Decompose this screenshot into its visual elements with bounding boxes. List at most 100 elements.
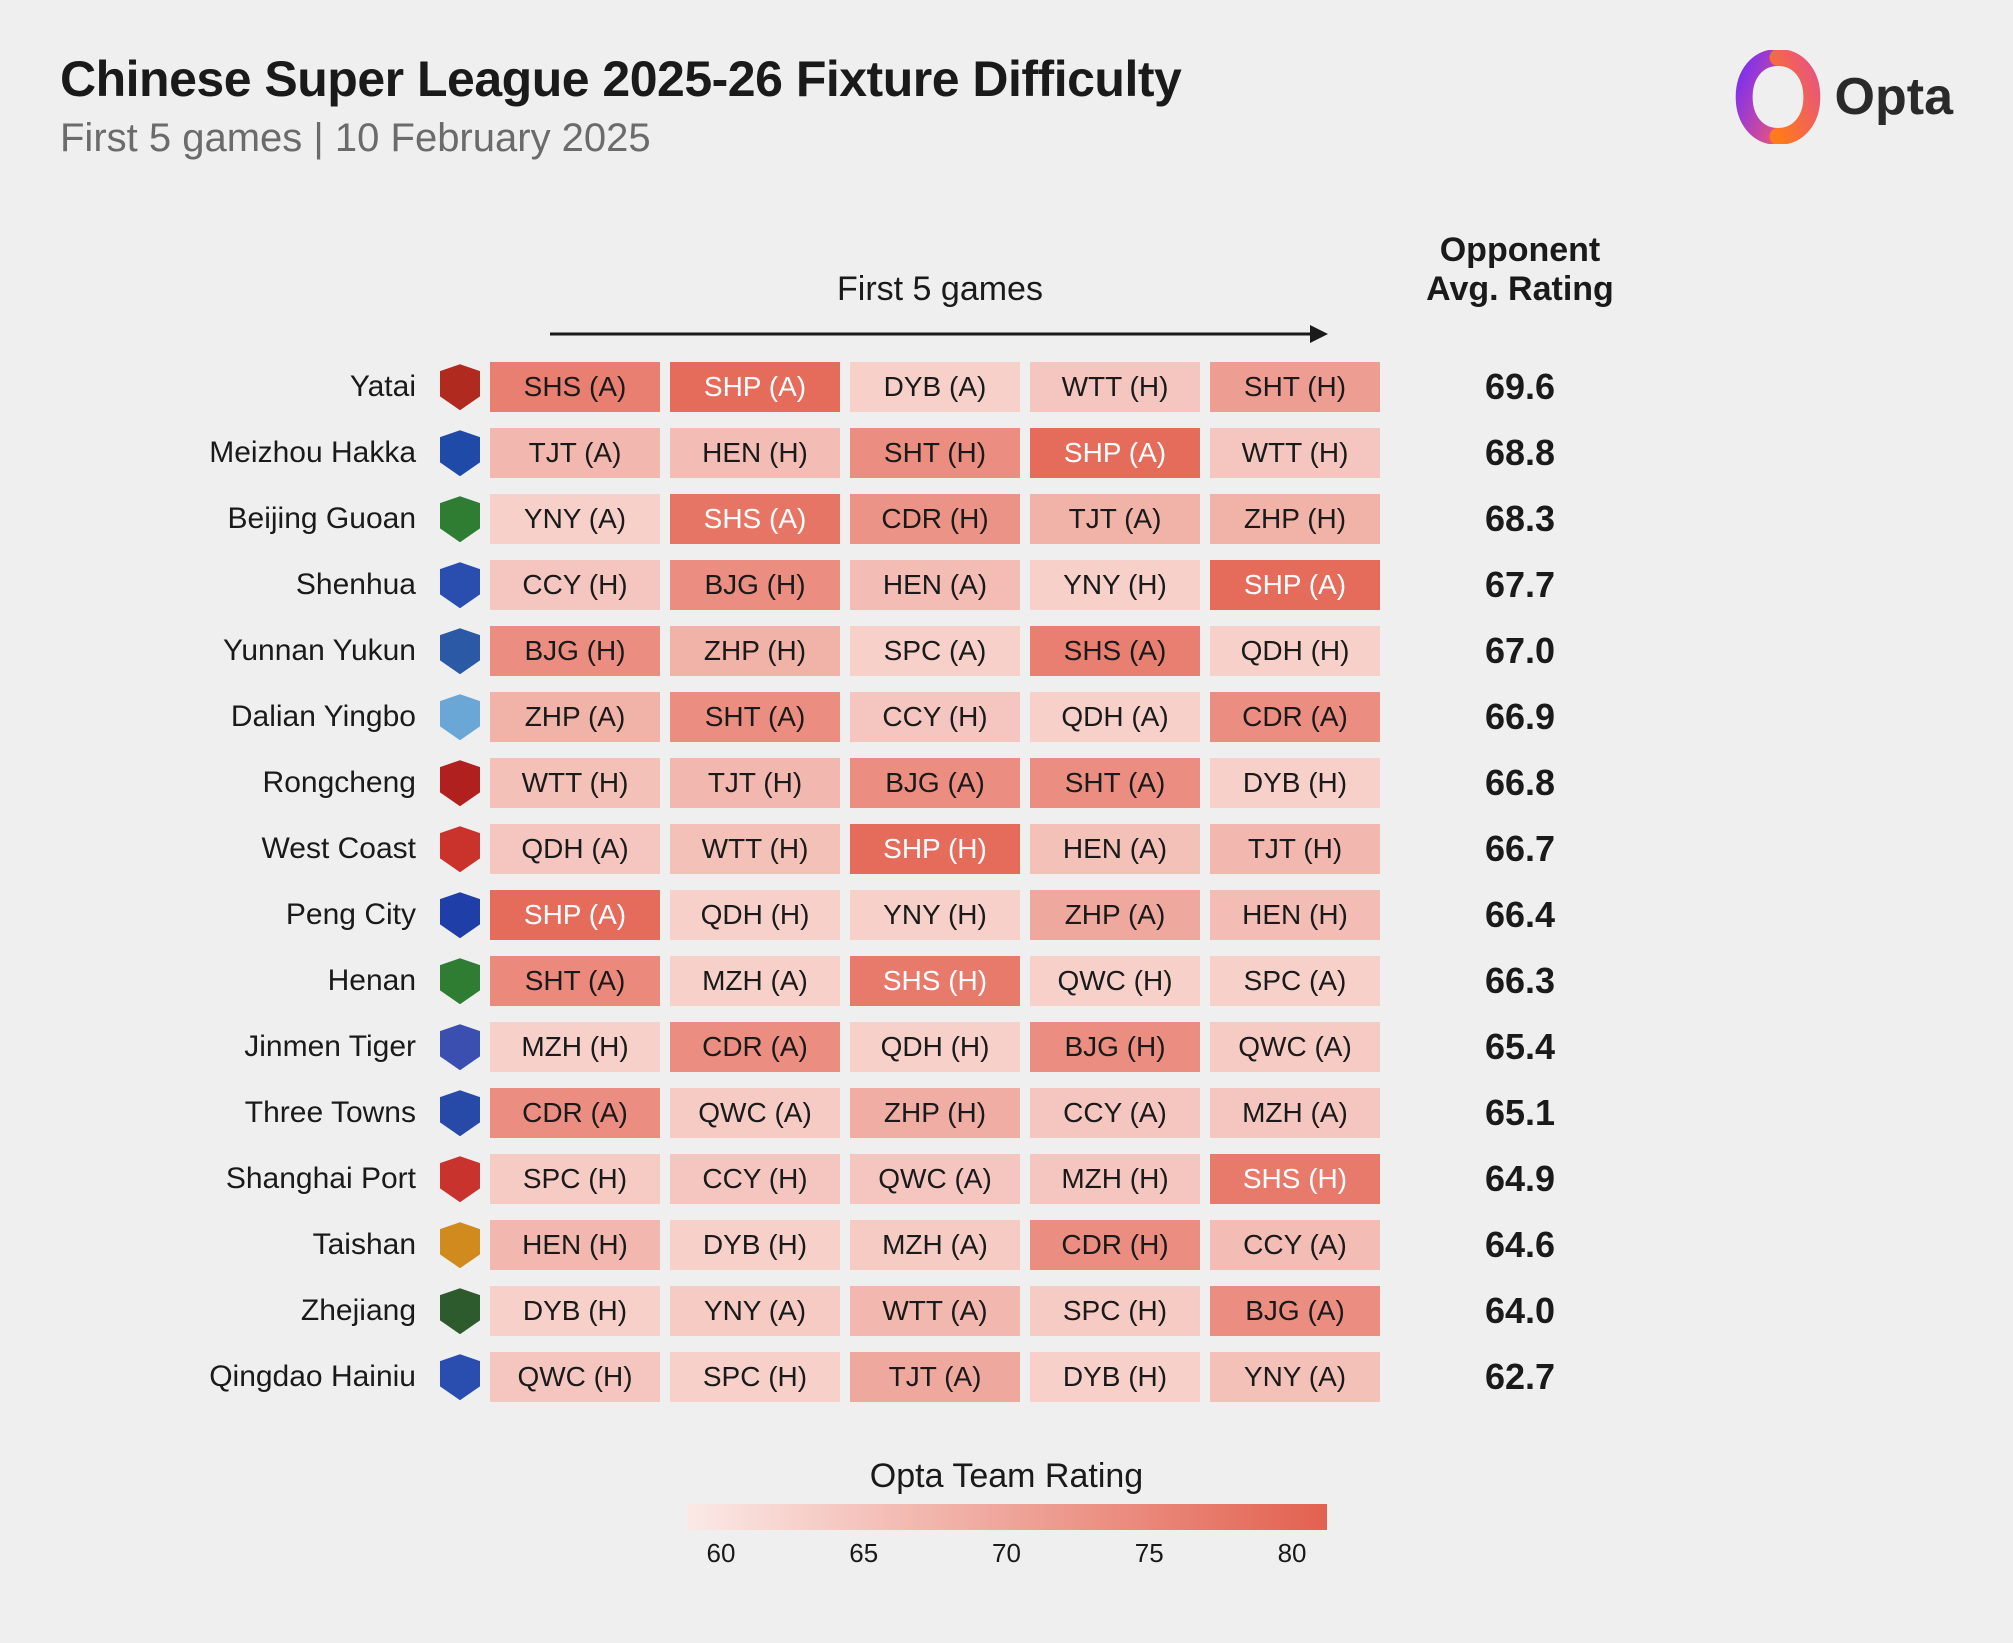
avg-rating: 67.0 — [1390, 630, 1650, 672]
header: Chinese Super League 2025-26 Fixture Dif… — [60, 50, 1953, 161]
fixture-cell: TJT (H) — [1210, 824, 1380, 874]
fixture-cell: TJT (H) — [670, 758, 840, 808]
fixture-cell: SHT (A) — [670, 692, 840, 742]
legend-tick: 80 — [1278, 1538, 1307, 1569]
team-name: Beijing Guoan — [60, 502, 430, 536]
fixture-cell: SHT (A) — [490, 956, 660, 1006]
avg-rating: 68.8 — [1390, 432, 1650, 474]
legend-tick: 65 — [849, 1538, 878, 1569]
team-name: Peng City — [60, 898, 430, 932]
fixture-cell: SHS (H) — [850, 956, 1020, 1006]
team-name: Henan — [60, 964, 430, 998]
fixture-cell: DYB (H) — [670, 1220, 840, 1270]
fixture-cell: CDR (A) — [490, 1088, 660, 1138]
fixture-cell: CCY (H) — [850, 692, 1020, 742]
fixture-cell: HEN (A) — [850, 560, 1020, 610]
opta-logo-icon — [1731, 50, 1825, 144]
fixture-cell: TJT (A) — [850, 1352, 1020, 1402]
fixture-cell: BJG (H) — [490, 626, 660, 676]
team-crest-icon — [440, 496, 480, 542]
fixture-cell: SHS (H) — [1210, 1154, 1380, 1204]
fixture-cell: YNY (H) — [850, 890, 1020, 940]
table-row: Shanghai PortSPC (H)CCY (H)QWC (A)MZH (H… — [60, 1149, 1953, 1209]
fixture-cell: MZH (H) — [490, 1022, 660, 1072]
table-row: West CoastQDH (A)WTT (H)SHP (H)HEN (A)TJ… — [60, 819, 1953, 879]
fixture-cell: WTT (H) — [1210, 428, 1380, 478]
table-row: Yunnan YukunBJG (H)ZHP (H)SPC (A)SHS (A)… — [60, 621, 1953, 681]
fixture-cell: SHS (A) — [670, 494, 840, 544]
table-row: Three TownsCDR (A)QWC (A)ZHP (H)CCY (A)M… — [60, 1083, 1953, 1143]
team-name: Three Towns — [60, 1096, 430, 1130]
fixture-cell: SHP (H) — [850, 824, 1020, 874]
table-row: ShenhuaCCY (H)BJG (H)HEN (A)YNY (H)SHP (… — [60, 555, 1953, 615]
avg-rating: 64.9 — [1390, 1158, 1650, 1200]
avg-rating: 65.4 — [1390, 1026, 1650, 1068]
fixture-cell: HEN (H) — [1210, 890, 1380, 940]
team-name: Jinmen Tiger — [60, 1030, 430, 1064]
fixture-cell: HEN (H) — [670, 428, 840, 478]
header-avg: Opponent Avg. Rating — [1390, 231, 1650, 309]
fixture-cell: WTT (H) — [490, 758, 660, 808]
team-crest-cell — [430, 496, 490, 542]
fixture-cell: SHT (H) — [850, 428, 1020, 478]
table-row: HenanSHT (A)MZH (A)SHS (H)QWC (H)SPC (A)… — [60, 951, 1953, 1011]
table-row: RongchengWTT (H)TJT (H)BJG (A)SHT (A)DYB… — [60, 753, 1953, 813]
team-crest-cell — [430, 1222, 490, 1268]
table-row: Qingdao HainiuQWC (H)SPC (H)TJT (A)DYB (… — [60, 1347, 1953, 1407]
fixture-cell: QDH (A) — [1030, 692, 1200, 742]
fixture-cell: DYB (H) — [1030, 1352, 1200, 1402]
spacer — [60, 321, 430, 347]
fixture-cell: SHP (A) — [1210, 560, 1380, 610]
table-row: Dalian YingboZHP (A)SHT (A)CCY (H)QDH (A… — [60, 687, 1953, 747]
fixture-cell: CDR (A) — [1210, 692, 1380, 742]
fixture-cell: SHT (A) — [1030, 758, 1200, 808]
team-crest-icon — [440, 826, 480, 872]
column-headers: First 5 games Opponent Avg. Rating — [60, 231, 1953, 321]
grid-body: YataiSHS (A)SHP (A)DYB (A)WTT (H)SHT (H)… — [60, 357, 1953, 1407]
avg-rating: 66.9 — [1390, 696, 1650, 738]
table-row: Beijing GuoanYNY (A)SHS (A)CDR (H)TJT (A… — [60, 489, 1953, 549]
fixture-cell: BJG (H) — [1030, 1022, 1200, 1072]
fixture-cell: ZHP (H) — [670, 626, 840, 676]
fixture-cell: SHS (A) — [490, 362, 660, 412]
avg-rating: 66.7 — [1390, 828, 1650, 870]
fixture-cell: HEN (H) — [490, 1220, 660, 1270]
fixture-cell: BJG (A) — [1210, 1286, 1380, 1336]
table-row: Meizhou HakkaTJT (A)HEN (H)SHT (H)SHP (A… — [60, 423, 1953, 483]
team-name: Dalian Yingbo — [60, 700, 430, 734]
team-crest-cell — [430, 628, 490, 674]
team-name: Taishan — [60, 1228, 430, 1262]
team-crest-cell — [430, 1354, 490, 1400]
fixture-cell: WTT (A) — [850, 1286, 1020, 1336]
fixture-cell: TJT (A) — [1030, 494, 1200, 544]
fixture-cell: DYB (A) — [850, 362, 1020, 412]
spacer — [430, 321, 490, 347]
titles: Chinese Super League 2025-26 Fixture Dif… — [60, 50, 1181, 161]
avg-rating: 66.4 — [1390, 894, 1650, 936]
team-crest-cell — [430, 760, 490, 806]
fixture-table: First 5 games Opponent Avg. Rating Yatai… — [60, 231, 1953, 1569]
team-crest-icon — [440, 562, 480, 608]
fixture-cell: CCY (A) — [1210, 1220, 1380, 1270]
fixture-cell: BJG (A) — [850, 758, 1020, 808]
fixture-cell: CCY (A) — [1030, 1088, 1200, 1138]
fixture-cell: CDR (A) — [670, 1022, 840, 1072]
team-crest-icon — [440, 628, 480, 674]
fixture-cell: ZHP (H) — [1210, 494, 1380, 544]
fixture-cell: CCY (H) — [490, 560, 660, 610]
team-crest-icon — [440, 760, 480, 806]
team-name: Meizhou Hakka — [60, 436, 430, 470]
team-crest-icon — [440, 1156, 480, 1202]
fixture-cell: SPC (H) — [490, 1154, 660, 1204]
fixture-cell: CDR (H) — [850, 494, 1020, 544]
team-crest-icon — [440, 1354, 480, 1400]
avg-rating: 62.7 — [1390, 1356, 1650, 1398]
fixture-cell: CCY (H) — [670, 1154, 840, 1204]
avg-rating: 66.8 — [1390, 762, 1650, 804]
fixture-cell: TJT (A) — [490, 428, 660, 478]
fixture-cell: SPC (A) — [1210, 956, 1380, 1006]
fixture-cell: SHP (A) — [490, 890, 660, 940]
arrow-row — [60, 321, 1953, 347]
fixture-cell: QDH (H) — [1210, 626, 1380, 676]
team-crest-cell — [430, 1288, 490, 1334]
